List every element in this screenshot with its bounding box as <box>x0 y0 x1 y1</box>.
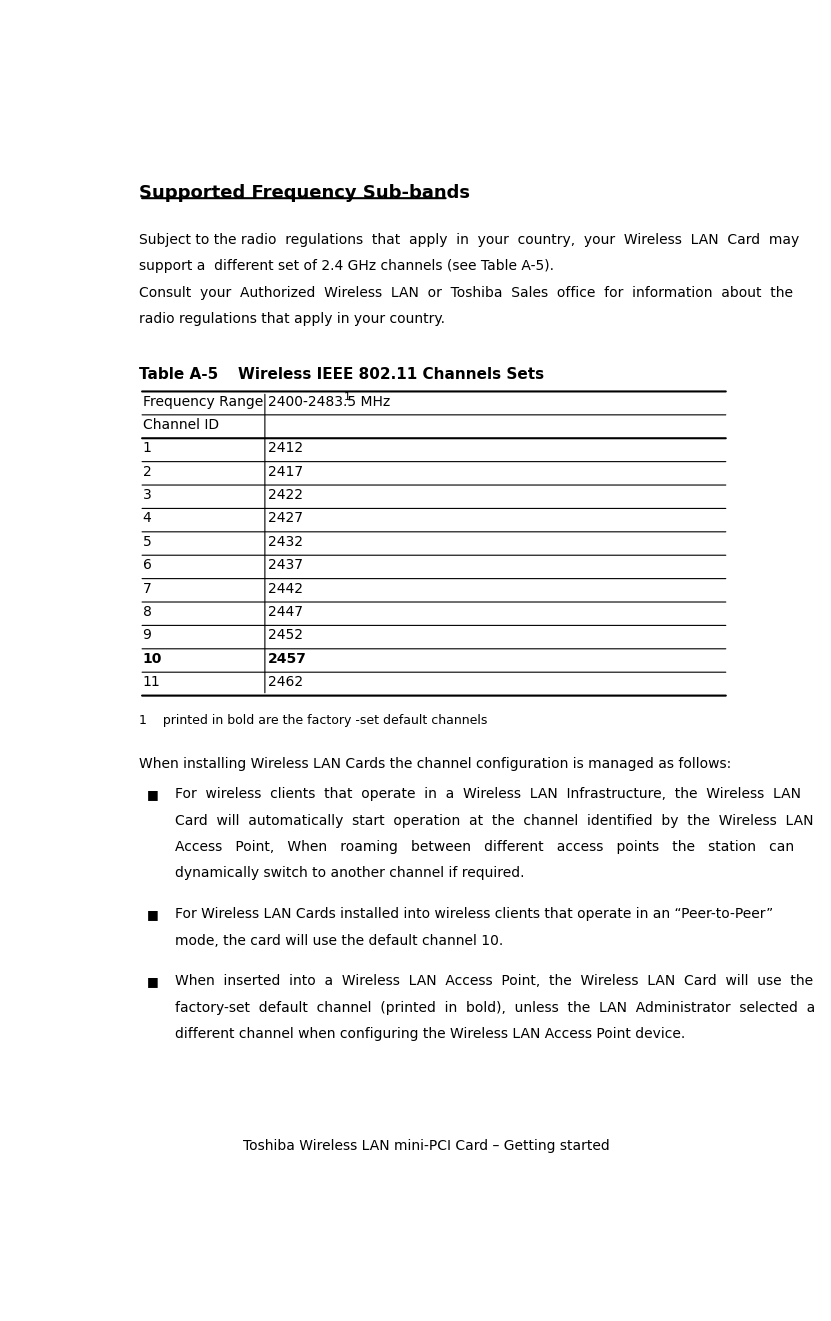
Text: Consult  your  Authorized  Wireless  LAN  or  Toshiba  Sales  office  for  infor: Consult your Authorized Wireless LAN or … <box>140 285 794 300</box>
Text: 2452: 2452 <box>268 629 303 642</box>
Text: When installing Wireless LAN Cards the channel configuration is managed as follo: When installing Wireless LAN Cards the c… <box>140 757 731 770</box>
Text: Wireless IEEE 802.11 Channels Sets: Wireless IEEE 802.11 Channels Sets <box>196 367 544 382</box>
Text: 8: 8 <box>143 605 151 620</box>
Text: 1    printed in bold are the factory -set default channels: 1 printed in bold are the factory -set d… <box>140 713 488 727</box>
Text: 4: 4 <box>143 511 151 526</box>
Text: 2400-2483.5 MHz: 2400-2483.5 MHz <box>268 395 391 408</box>
Text: For  wireless  clients  that  operate  in  a  Wireless  LAN  Infrastructure,  th: For wireless clients that operate in a W… <box>175 787 801 801</box>
Text: 11: 11 <box>143 675 160 690</box>
Text: 1: 1 <box>143 441 151 456</box>
Text: 2437: 2437 <box>268 559 303 572</box>
Text: 2447: 2447 <box>268 605 303 620</box>
Text: Channel ID: Channel ID <box>143 417 219 432</box>
Text: Supported Frequency Sub-bands: Supported Frequency Sub-bands <box>140 184 470 202</box>
Text: 2427: 2427 <box>268 511 303 526</box>
Text: 1: 1 <box>344 392 351 403</box>
Text: 7: 7 <box>143 581 151 596</box>
Text: 2422: 2422 <box>268 487 303 502</box>
Text: 5: 5 <box>143 535 151 548</box>
Text: 9: 9 <box>143 629 151 642</box>
Text: dynamically switch to another channel if required.: dynamically switch to another channel if… <box>175 867 524 881</box>
Text: For Wireless LAN Cards installed into wireless clients that operate in an “Peer-: For Wireless LAN Cards installed into wi… <box>175 908 773 921</box>
Text: 3: 3 <box>143 487 151 502</box>
Text: 2432: 2432 <box>268 535 303 548</box>
Text: different channel when configuring the Wireless LAN Access Point device.: different channel when configuring the W… <box>175 1028 685 1041</box>
Text: Frequency Range: Frequency Range <box>143 395 263 408</box>
Text: Table A-5: Table A-5 <box>140 367 219 382</box>
Text: 2412: 2412 <box>268 441 303 456</box>
Text: 2: 2 <box>143 465 151 478</box>
Text: radio regulations that apply in your country.: radio regulations that apply in your cou… <box>140 312 445 326</box>
Text: 10: 10 <box>143 651 162 666</box>
Text: 2457: 2457 <box>268 651 307 666</box>
Text: support a  different set of 2.4 GHz channels (see Table A-5).: support a different set of 2.4 GHz chann… <box>140 259 554 273</box>
Text: ■: ■ <box>147 908 159 921</box>
Text: 6: 6 <box>143 559 151 572</box>
Text: Subject to the radio  regulations  that  apply  in  your  country,  your  Wirele: Subject to the radio regulations that ap… <box>140 232 799 247</box>
Text: Access   Point,   When   roaming   between   different   access   points   the  : Access Point, When roaming between diffe… <box>175 840 794 853</box>
Text: ■: ■ <box>147 975 159 988</box>
Text: Toshiba Wireless LAN mini-PCI Card – Getting started: Toshiba Wireless LAN mini-PCI Card – Get… <box>243 1139 609 1153</box>
Text: Card  will  automatically  start  operation  at  the  channel  identified  by  t: Card will automatically start operation … <box>175 814 814 827</box>
Text: mode, the card will use the default channel 10.: mode, the card will use the default chan… <box>175 934 503 947</box>
Text: When  inserted  into  a  Wireless  LAN  Access  Point,  the  Wireless  LAN  Card: When inserted into a Wireless LAN Access… <box>175 975 813 988</box>
Text: 2462: 2462 <box>268 675 303 690</box>
Text: 2442: 2442 <box>268 581 303 596</box>
Text: factory-set  default  channel  (printed  in  bold),  unless  the  LAN  Administr: factory-set default channel (printed in … <box>175 1001 815 1015</box>
Text: 2417: 2417 <box>268 465 303 478</box>
Text: ■: ■ <box>147 789 159 801</box>
